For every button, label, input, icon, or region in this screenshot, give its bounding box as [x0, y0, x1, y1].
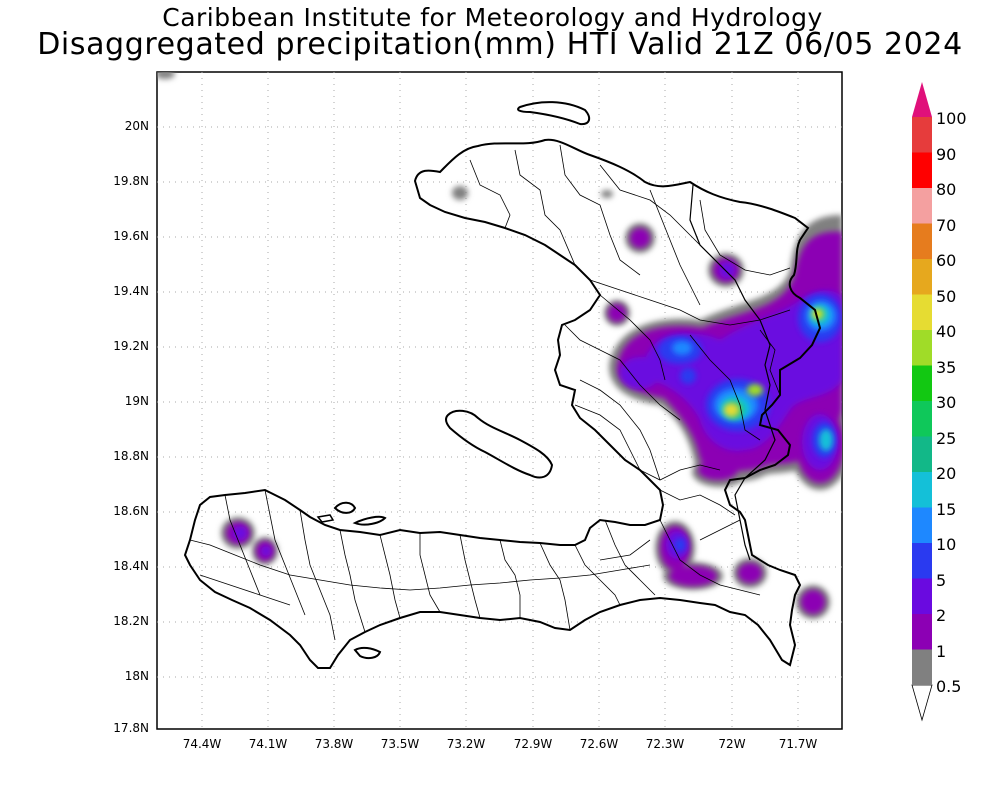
- colorbar-label: 100: [936, 109, 967, 128]
- colorbar-label: 10: [936, 535, 957, 554]
- colorbar-segment: [912, 117, 932, 153]
- colorbar-segment: [912, 507, 932, 543]
- colorbar-segment: [912, 365, 932, 401]
- colorbar-segment: [912, 543, 932, 579]
- lon-tick-label: 74.4W: [182, 737, 222, 751]
- colorbar-segment: [912, 578, 932, 614]
- colorbar-label: 60: [936, 251, 957, 270]
- colorbar-segment: [912, 436, 932, 472]
- lat-tick-label: 19.2N: [113, 339, 149, 353]
- colorbar-segment: [912, 401, 932, 437]
- colorbar-label: 5: [936, 571, 947, 590]
- colorbar-segment: [912, 330, 932, 366]
- colorbar-segment: [912, 152, 932, 188]
- lon-tick-label: 73.5W: [380, 737, 420, 751]
- lat-tick-label: 18N: [124, 669, 149, 683]
- colorbar-label: 2: [936, 606, 947, 625]
- map-title-product: Disaggregated precipitation(mm) HTI Vali…: [37, 27, 963, 62]
- lon-tick-label: 72.3W: [645, 737, 685, 751]
- lon-tick-label: 71.7W: [778, 737, 818, 751]
- lat-tick-label: 19.8N: [113, 174, 149, 188]
- admin-boundaries: [189, 144, 791, 641]
- lon-tick-label: 73.8W: [314, 737, 354, 751]
- lat-tick-label: 19.6N: [113, 229, 149, 243]
- colorbar-label: 0.5: [936, 677, 962, 696]
- colorbar-label: 40: [936, 322, 957, 341]
- lat-tick-label: 19.4N: [113, 284, 149, 298]
- graticule: [157, 72, 842, 729]
- colorbar-segment: [912, 614, 932, 650]
- lat-tick-label: 17.8N: [113, 721, 149, 735]
- colorbar-label: 70: [936, 216, 957, 235]
- colorbar-segment: [912, 223, 932, 259]
- lat-tick-label: 18.8N: [113, 449, 149, 463]
- lon-tick-label: 72W: [718, 737, 746, 751]
- colorbar-bottom-arrow: [911, 684, 933, 722]
- lon-tick-label: 73.2W: [446, 737, 486, 751]
- lat-tick-label: 18.2N: [113, 614, 149, 628]
- lat-tick-label: 18.6N: [113, 504, 149, 518]
- colorbar-segment: [912, 259, 932, 295]
- colorbar-label: 15: [936, 500, 957, 519]
- colorbar-label: 90: [936, 145, 957, 164]
- colorbar-label: 1: [936, 642, 947, 661]
- lon-tick-label: 72.6W: [579, 737, 619, 751]
- precipitation-colorbar: [911, 82, 933, 722]
- colorbar-label: 80: [936, 180, 957, 199]
- lon-tick-label: 74.1W: [248, 737, 288, 751]
- colorbar-label: 30: [936, 393, 957, 412]
- colorbar-label: 20: [936, 464, 957, 483]
- colorbar-label: 50: [936, 287, 957, 306]
- lon-tick-label: 72.9W: [513, 737, 553, 751]
- colorbar-label: 35: [936, 358, 957, 377]
- colorbar-top-arrow: [912, 82, 932, 117]
- colorbar-segment: [912, 649, 932, 685]
- lat-tick-label: 20N: [124, 119, 149, 133]
- colorbar-segment: [912, 294, 932, 330]
- lat-tick-label: 18.4N: [113, 559, 149, 573]
- map-title-institute: Caribbean Institute for Meteorology and …: [162, 3, 823, 32]
- colorbar-segment: [912, 472, 932, 508]
- colorbar-label: 25: [936, 429, 957, 448]
- precipitation-shading: [157, 72, 842, 619]
- colorbar-segment: [912, 188, 932, 224]
- lat-tick-label: 19N: [124, 394, 149, 408]
